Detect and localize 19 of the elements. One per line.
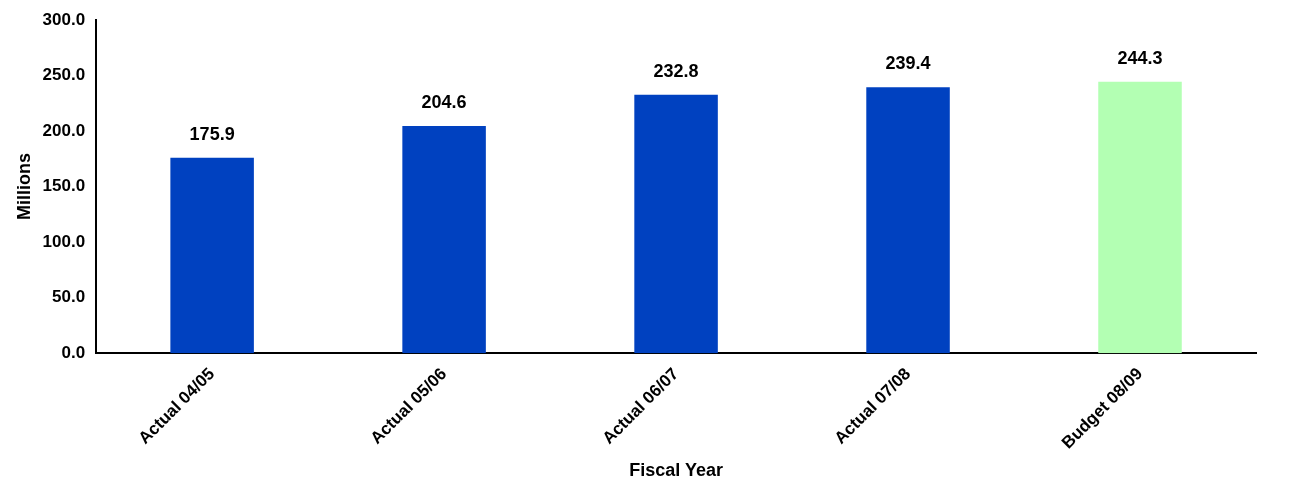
x-axis-title: Fiscal Year [629, 460, 723, 481]
bar [634, 94, 718, 354]
bar [1098, 81, 1182, 354]
y-tick-label: 150.0 [42, 176, 86, 196]
data-label: 239.4 [885, 53, 931, 74]
data-label: 232.8 [653, 60, 699, 81]
y-tick-label: 250.0 [42, 65, 86, 85]
data-label: 244.3 [1117, 47, 1163, 68]
data-label: 175.9 [189, 123, 235, 144]
y-tick-label: 100.0 [42, 231, 86, 251]
y-tick-label: 200.0 [42, 120, 86, 140]
y-tick-label: 300.0 [42, 9, 86, 29]
y-axis-title: Millions [13, 153, 34, 221]
bar [170, 157, 254, 354]
bar [402, 125, 486, 354]
y-tick-label: 50.0 [52, 287, 86, 307]
y-tick-label: 0.0 [61, 342, 86, 362]
data-label: 204.6 [421, 91, 467, 112]
bar [866, 87, 950, 354]
